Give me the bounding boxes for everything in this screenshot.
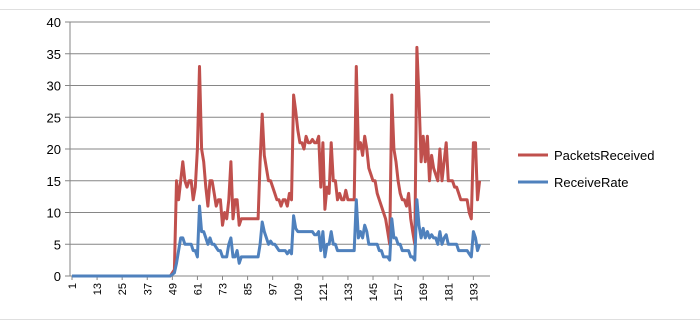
x-tick-label: 133 xyxy=(343,283,355,301)
y-axis: 0 5 10 15 20 25 30 35 40 xyxy=(47,15,71,284)
series-line-receive-rate xyxy=(72,198,482,278)
chart-area xyxy=(0,10,700,319)
y-tick-label: 25 xyxy=(47,110,61,125)
x-tick-label: 73 xyxy=(218,283,230,295)
x-tick-label: 85 xyxy=(243,283,255,295)
y-tick-label: 30 xyxy=(47,79,61,94)
x-tick-label: 61 xyxy=(192,283,204,295)
y-tick-label: 0 xyxy=(54,269,61,284)
x-tick-label: 37 xyxy=(142,283,154,295)
x-tick-label: 97 xyxy=(268,283,280,295)
x-tick-label: 193 xyxy=(468,283,480,301)
series-line-packets-received xyxy=(72,45,482,278)
x-tick-label: 157 xyxy=(393,283,405,301)
x-tick-label: 49 xyxy=(167,283,179,295)
legend-item-packets-received: PacketsReceived xyxy=(518,148,654,163)
y-tick-label: 15 xyxy=(47,174,61,189)
x-tick-label: 13 xyxy=(92,283,104,295)
legend-label-receive-rate: ReceiveRate xyxy=(554,175,628,190)
x-tick-label: 181 xyxy=(443,283,455,301)
y-tick-label: 40 xyxy=(47,15,61,30)
x-axis: 1 13 25 37 49 61 73 85 97 109 121 133 145 157 169 181 19… xyxy=(67,276,480,301)
y-tick-label: 35 xyxy=(47,47,61,62)
y-tick-label: 5 xyxy=(54,237,61,252)
x-tick-label: 1 xyxy=(67,283,79,289)
legend-item-receive-rate: ReceiveRate xyxy=(518,175,628,190)
x-tick-label: 121 xyxy=(318,283,330,301)
series-layer xyxy=(72,45,482,278)
legend-label-packets-received: PacketsReceived xyxy=(554,148,654,163)
y-tick-label: 10 xyxy=(47,206,61,221)
x-tick-label: 25 xyxy=(117,283,129,295)
x-tick-label: 169 xyxy=(418,283,430,301)
x-tick-label: 145 xyxy=(368,283,380,301)
y-tick-label: 20 xyxy=(47,142,61,157)
x-tick-label: 109 xyxy=(293,283,305,301)
legend: PacketsReceived ReceiveRate xyxy=(518,148,654,190)
plot-gridlines xyxy=(70,21,490,277)
